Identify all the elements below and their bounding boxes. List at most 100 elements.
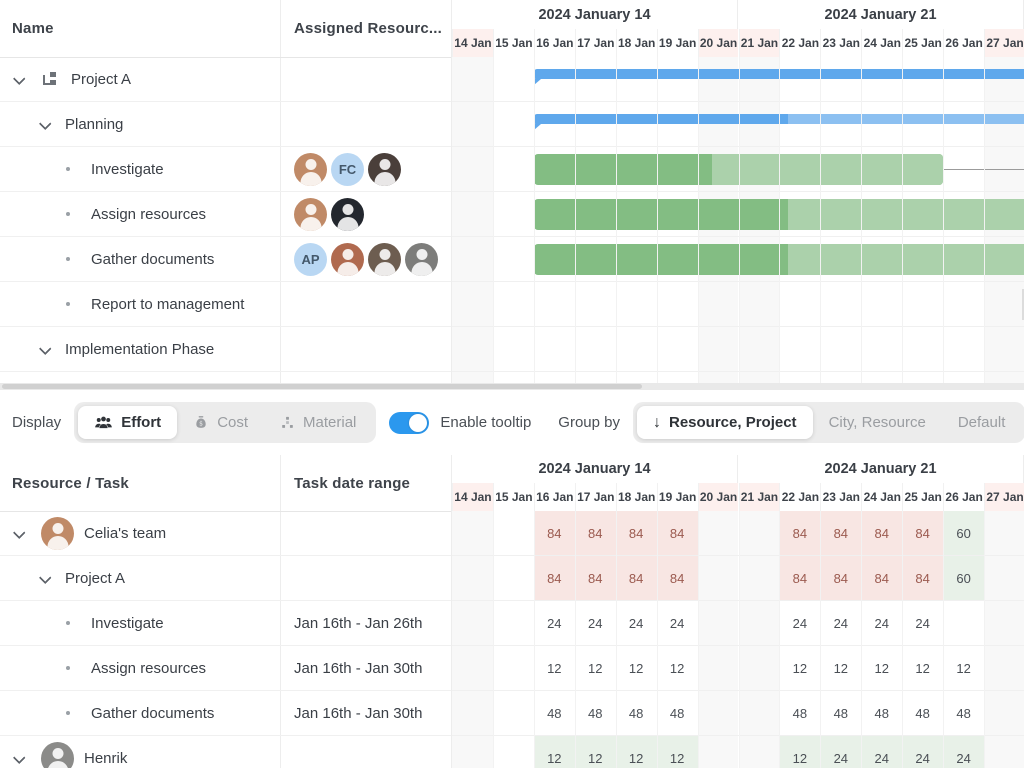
- row-label-text: Assign resources: [91, 205, 207, 223]
- day-header-cell: 27 Jan: [984, 483, 1024, 511]
- toggle-knob: [409, 413, 428, 432]
- allocation-cell: 12: [792, 660, 808, 676]
- day-header-cell: 20 Jan: [697, 29, 739, 57]
- column-gridline: [656, 57, 658, 383]
- task-bar[interactable]: [533, 199, 1024, 230]
- column-gridline: [820, 57, 822, 383]
- allocation-cell: 12: [574, 736, 616, 768]
- material-icon: [280, 415, 295, 430]
- row-label-text: Gather documents: [91, 704, 215, 722]
- column-gridline: [533, 511, 535, 768]
- group-option-resource-project[interactable]: ↓ Resource, Project: [637, 406, 813, 439]
- histogram-row: 24 24 24 24 24 24 24 24: [452, 601, 1024, 646]
- month-header-cell: 2024 January 14: [452, 0, 738, 29]
- scrollbar-thumb[interactable]: [2, 384, 642, 389]
- display-label: Display: [12, 414, 62, 431]
- summary-bar[interactable]: [533, 114, 1024, 130]
- column-header-name: Name: [12, 20, 54, 37]
- task-bullet-icon: [66, 257, 70, 261]
- resource-row-henrik[interactable]: Henrik: [0, 736, 451, 768]
- resource-row-project-a[interactable]: Project A: [0, 556, 451, 601]
- gantt-row-assign-resources[interactable]: Assign resources: [0, 192, 451, 237]
- row-label: Assign resources: [0, 646, 451, 690]
- gantt-row-investigate[interactable]: Investigate FC: [0, 147, 451, 192]
- day-header-cell: 14 Jan: [452, 483, 493, 511]
- allocation-cell: 48: [547, 705, 562, 721]
- task-bar[interactable]: [1022, 289, 1024, 320]
- histogram-row: 84 84 84 84 84 84 84 84 60: [452, 556, 1024, 601]
- allocation-cell: 84: [574, 511, 616, 555]
- gantt-row-project-a[interactable]: Project A: [0, 57, 451, 102]
- allocation-cell: 84: [615, 556, 657, 600]
- allocation-cell: 24: [628, 615, 644, 631]
- resource-row-assign-resources[interactable]: Assign resources Jan 16th - Jan 30th: [0, 646, 451, 691]
- day-header-cell: 22 Jan: [779, 29, 820, 57]
- histogram-row: 12 12 12 12 12 12 12 12 12: [452, 646, 1024, 691]
- row-label-text: Investigate: [91, 614, 164, 632]
- summary-bar[interactable]: [533, 69, 1024, 85]
- weekend-stripe: [984, 511, 1024, 768]
- chevron-down-icon[interactable]: [38, 116, 52, 130]
- row-label-text: Investigate: [91, 160, 164, 178]
- row-label-text: Celia's team: [84, 524, 167, 542]
- avatar-initials: AP: [294, 243, 327, 276]
- avatar: [405, 243, 438, 276]
- enable-tooltip-toggle[interactable]: [389, 411, 430, 434]
- avatar-initials: FC: [331, 153, 364, 186]
- gantt-row-planning[interactable]: Planning: [0, 102, 451, 147]
- task-bar[interactable]: [533, 154, 944, 185]
- header-divider: [0, 511, 451, 512]
- day-header-cell: 15 Jan: [492, 29, 534, 57]
- group-option-default[interactable]: Default: [942, 406, 1022, 439]
- task-progress-remainder: [1022, 289, 1024, 320]
- column-divider: [280, 455, 281, 768]
- row-label: Planning: [0, 102, 451, 146]
- task-bullet-icon: [66, 711, 70, 715]
- allocation-cell: 48: [915, 705, 930, 721]
- chevron-down-icon[interactable]: [38, 341, 52, 355]
- display-option-effort[interactable]: Effort: [78, 406, 178, 439]
- day-header-cell: 15 Jan: [492, 483, 534, 511]
- chevron-down-icon[interactable]: [12, 525, 26, 539]
- gantt-row-implementation-phase[interactable]: Implementation Phase: [0, 327, 451, 372]
- horizontal-scrollbar[interactable]: [0, 383, 1024, 390]
- task-progress-remainder: [711, 154, 944, 185]
- allocation-cell: 48: [588, 705, 603, 721]
- row-label: Investigate: [0, 601, 451, 645]
- gantt-row-gather-documents[interactable]: Gather documents AP: [0, 237, 451, 282]
- display-option-cost[interactable]: $ Cost: [177, 406, 264, 439]
- column-gridline: [861, 57, 863, 383]
- day-header-cell: 26 Jan: [943, 29, 984, 57]
- display-option-material[interactable]: Material: [264, 406, 372, 439]
- day-header-cell: 19 Jan: [656, 483, 698, 511]
- row-label-text: Henrik: [84, 749, 128, 767]
- day-header-cell: 25 Jan: [902, 29, 943, 57]
- allocation-cell: 84: [533, 511, 575, 555]
- column-gridline: [533, 57, 535, 383]
- resource-row-celia-s-team[interactable]: Celia's team: [0, 511, 451, 556]
- day-header-cell: 26 Jan: [943, 483, 984, 511]
- resource-row-gather-documents[interactable]: Gather documents Jan 16th - Jan 30th: [0, 691, 451, 736]
- gantt-row-report-to-management[interactable]: Report to management: [0, 282, 451, 327]
- allocation-cell: 84: [779, 556, 821, 600]
- avatar: [331, 243, 364, 276]
- chevron-down-icon[interactable]: [38, 570, 52, 584]
- task-bullet-icon: [66, 212, 70, 216]
- task-progress-remainder: [787, 199, 1024, 230]
- row-label: Project A: [0, 556, 451, 600]
- chevron-down-icon[interactable]: [12, 71, 26, 85]
- column-gridline: [574, 511, 576, 768]
- column-gridline: [574, 57, 576, 383]
- allocation-cell: 48: [792, 705, 808, 721]
- allocation-cell: 12: [547, 660, 562, 676]
- allocation-cell: 12: [588, 660, 603, 676]
- resource-row-investigate[interactable]: Investigate Jan 16th - Jan 26th: [0, 601, 451, 646]
- allocation-cell: 12: [628, 660, 644, 676]
- allocation-cell: 24: [792, 615, 808, 631]
- chevron-down-icon[interactable]: [12, 750, 26, 764]
- allocation-cell: 12: [956, 660, 971, 676]
- group-option-label: Default: [957, 414, 1006, 431]
- group-option-city-resource[interactable]: City, Resource: [813, 406, 942, 439]
- allocation-cell: 84: [533, 556, 575, 600]
- dependency-link-line: [943, 169, 1024, 170]
